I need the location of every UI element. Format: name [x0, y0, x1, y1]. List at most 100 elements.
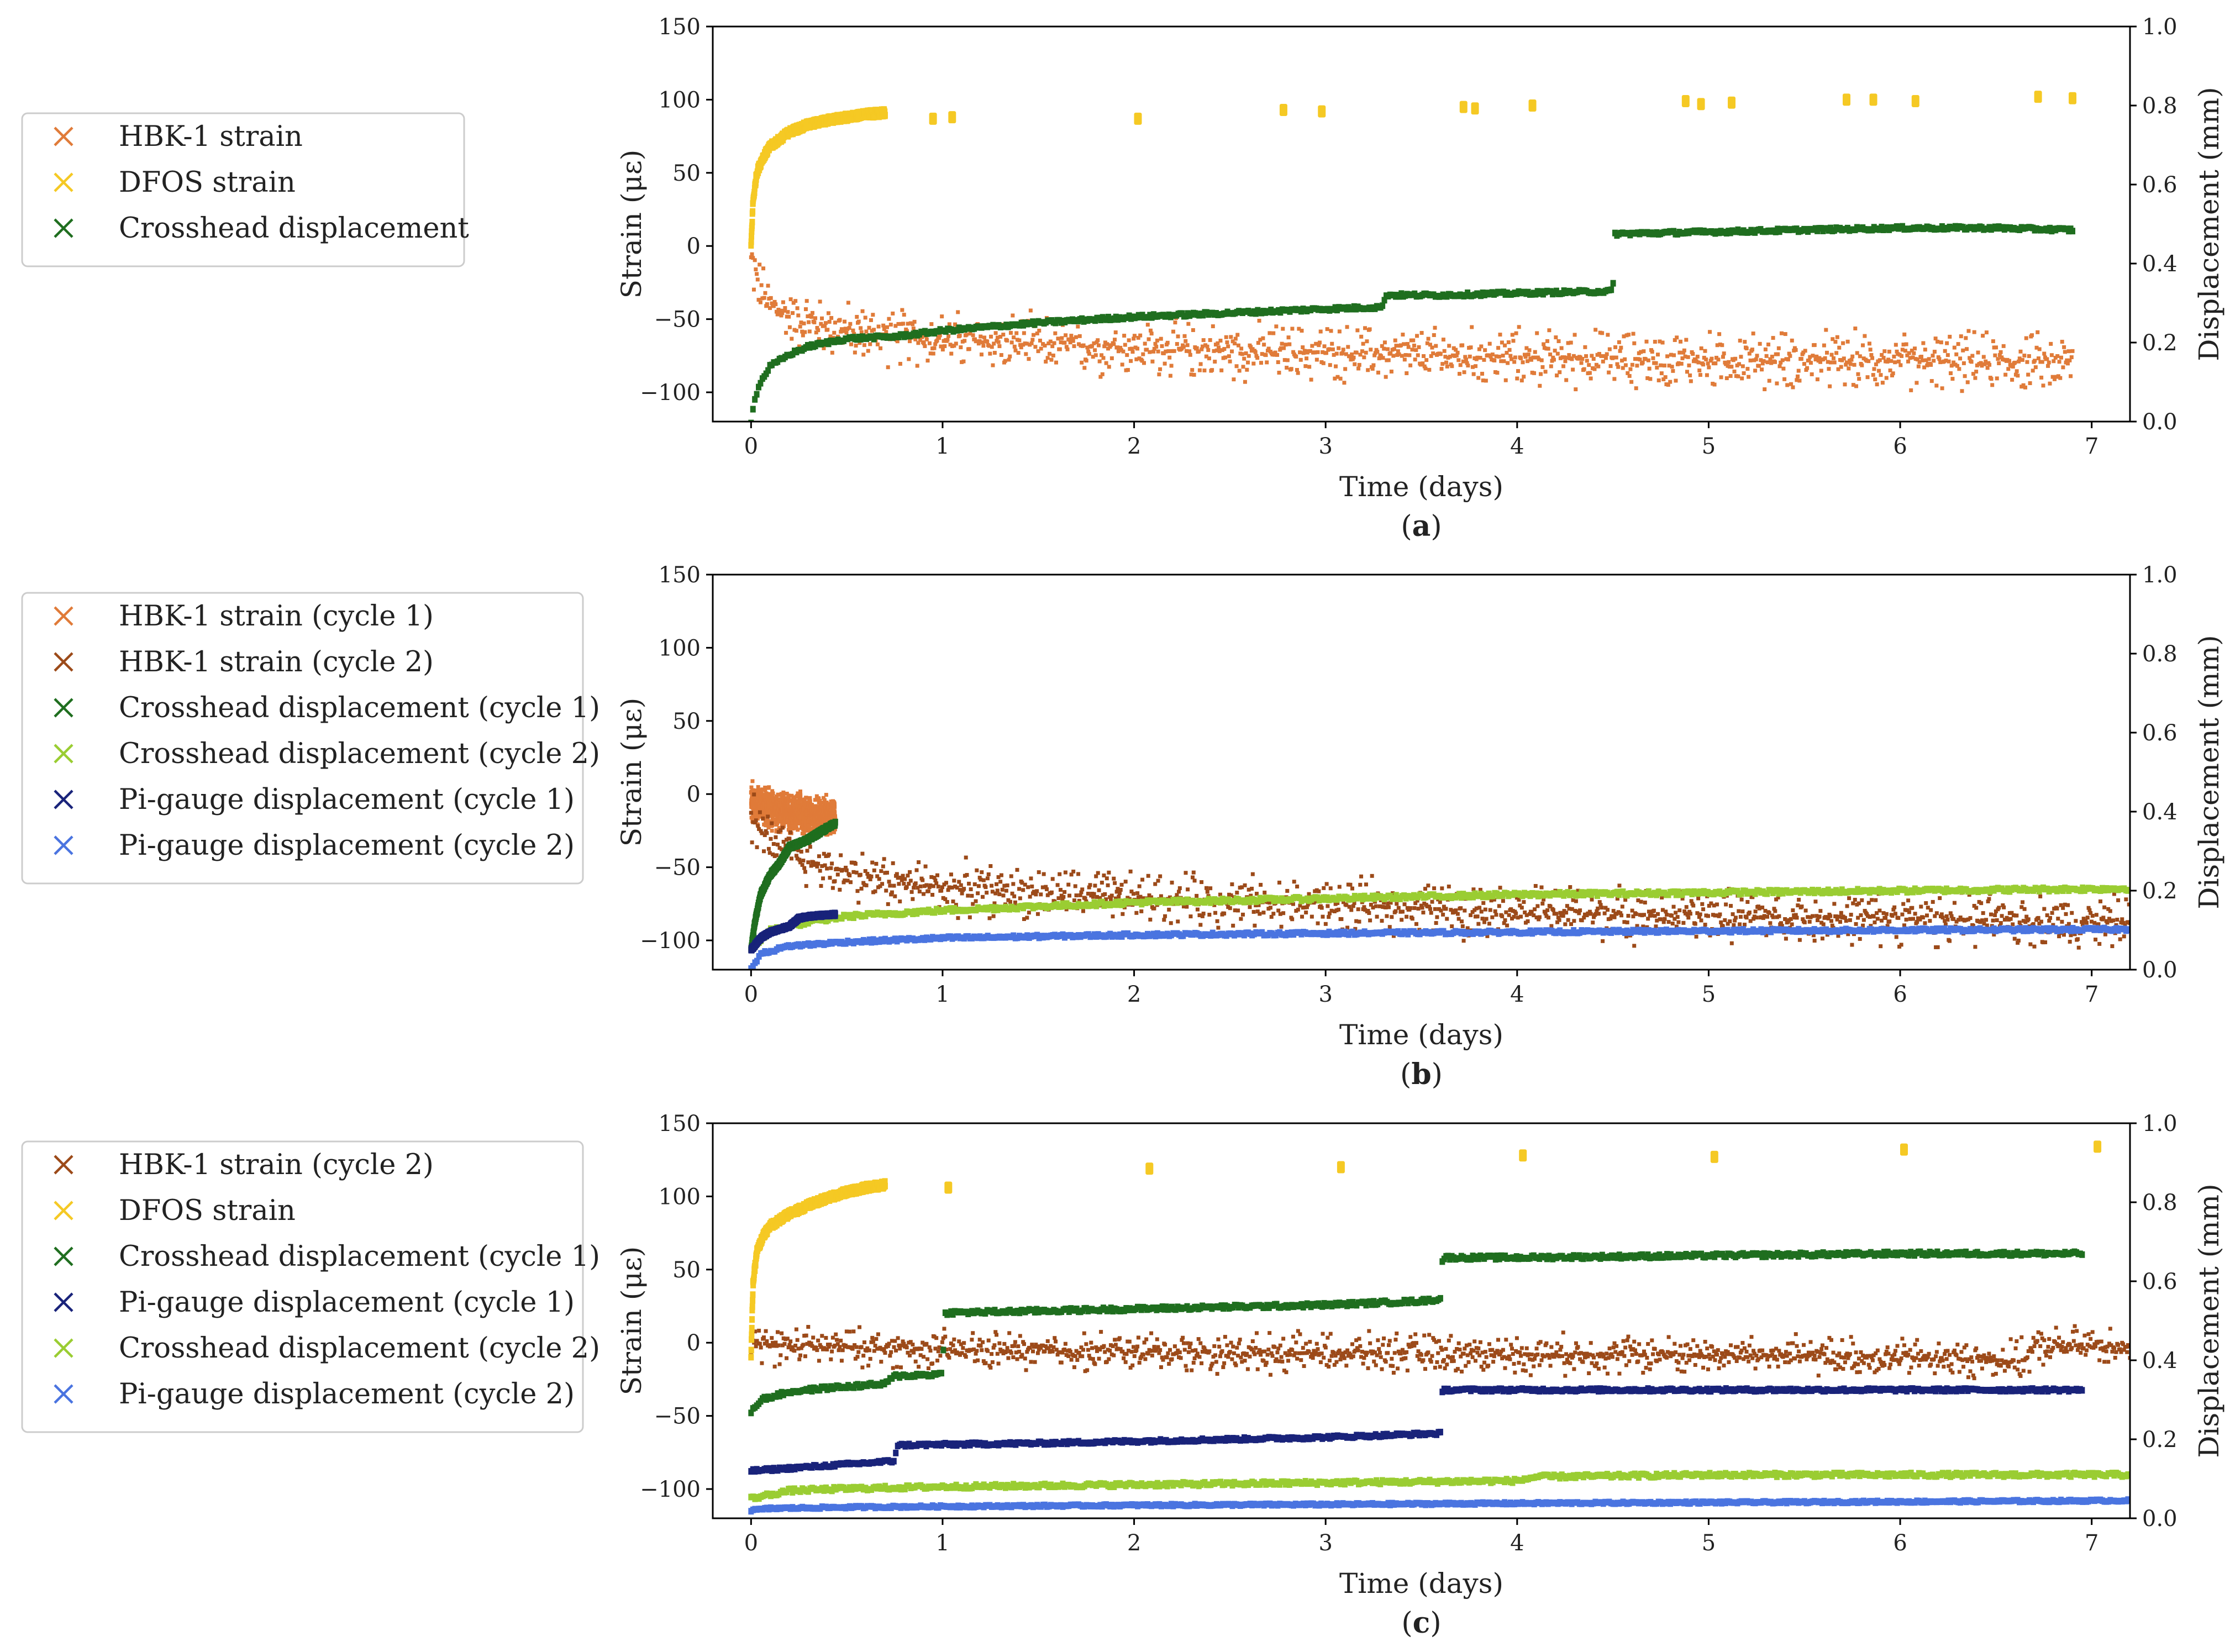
point: [1680, 356, 1685, 360]
point: [976, 884, 981, 888]
point: [1396, 906, 1401, 910]
point: [1539, 358, 1544, 362]
point: [1697, 368, 1702, 372]
point: [1877, 358, 1882, 362]
point: [1411, 338, 1416, 343]
point: [1350, 886, 1355, 891]
point: [1053, 331, 1058, 335]
point: [1596, 364, 1601, 369]
point: [1261, 336, 1265, 340]
point: [1880, 381, 1885, 385]
point: [1297, 327, 1301, 331]
point: [2046, 364, 2050, 368]
point: [1301, 906, 1305, 910]
point: [1533, 350, 1537, 354]
point: [1618, 349, 1622, 353]
point: [768, 306, 772, 311]
point: [882, 857, 886, 861]
point: [992, 901, 997, 906]
point: [1733, 356, 1738, 361]
point: [1656, 378, 1661, 382]
point: [1033, 345, 1038, 349]
point: [804, 299, 809, 303]
point: [2061, 365, 2065, 370]
point: [1030, 884, 1034, 888]
point: [1938, 360, 1943, 365]
point: [1408, 906, 1413, 911]
point: [1894, 343, 1898, 347]
point: [1515, 376, 1519, 381]
point: [1447, 885, 1451, 889]
point: [1796, 374, 1800, 378]
point: [986, 872, 991, 876]
point: [1008, 899, 1012, 904]
point: [1039, 346, 1043, 351]
point: [1173, 320, 1177, 325]
point: [770, 823, 775, 828]
x-tick-label: 1: [935, 434, 949, 459]
point: [1256, 903, 1261, 907]
point: [1553, 349, 1557, 353]
point: [890, 890, 894, 895]
point: [1108, 895, 1112, 899]
point: [885, 325, 890, 329]
point: [971, 902, 975, 906]
point: [859, 326, 863, 330]
point: [974, 899, 978, 903]
point: [1969, 360, 1974, 364]
point: [993, 891, 998, 896]
point: [1639, 350, 1643, 354]
point: [1385, 914, 1389, 918]
point: [1384, 905, 1388, 909]
point: [1408, 363, 1413, 367]
point: [933, 878, 938, 883]
point: [1479, 344, 1484, 349]
point: [1241, 365, 1245, 369]
point: [1815, 377, 1819, 382]
point: [1027, 357, 1031, 361]
point: [1571, 354, 1576, 358]
point: [907, 357, 911, 361]
point: [767, 851, 772, 855]
point: [1096, 338, 1100, 343]
point: [1279, 924, 1284, 929]
point: [1289, 367, 1293, 371]
point: [835, 866, 839, 871]
point: [1865, 375, 1870, 380]
point: [1615, 362, 1619, 366]
point: [1295, 885, 1300, 889]
point: [2034, 345, 2039, 350]
point: [1254, 354, 1259, 358]
point: [1346, 345, 1350, 349]
point: [793, 299, 798, 303]
point: [1177, 890, 1181, 894]
point: [932, 876, 937, 880]
point: [815, 864, 819, 869]
point: [2068, 358, 2072, 362]
point: [1384, 375, 1388, 379]
point: [1900, 354, 1904, 358]
point: [932, 346, 937, 350]
point: [1794, 348, 1798, 352]
point: [1849, 357, 1854, 362]
point: [1135, 346, 1140, 351]
point: [1058, 888, 1063, 892]
point: [1432, 333, 1436, 338]
point: [752, 792, 756, 797]
point: [1758, 341, 1762, 346]
point: [817, 337, 821, 341]
point: [827, 311, 831, 315]
point: [1802, 362, 1806, 366]
point: [1921, 341, 1926, 345]
point: [1644, 339, 1649, 344]
point: [1129, 346, 1134, 351]
point: [804, 884, 808, 888]
point: [1267, 901, 1272, 905]
point: [1031, 333, 1035, 337]
point: [775, 843, 780, 847]
point: [1475, 355, 1480, 360]
point: [1321, 350, 1325, 354]
point: [1788, 354, 1792, 358]
point: [1601, 359, 1605, 364]
point: [1127, 338, 1131, 343]
